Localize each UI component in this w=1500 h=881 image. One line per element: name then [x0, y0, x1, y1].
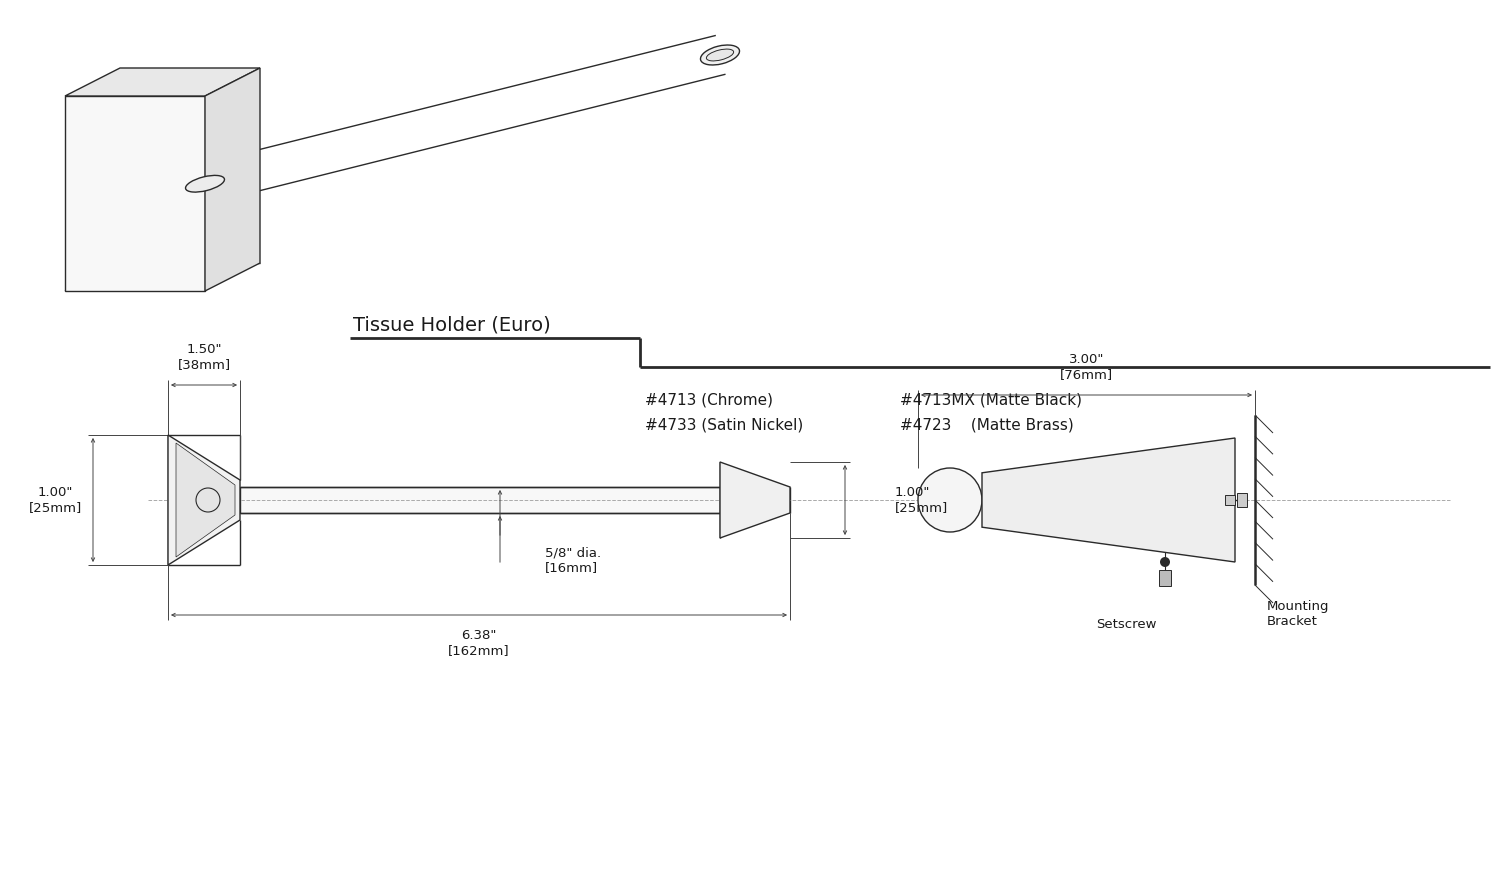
- Text: #4733 (Satin Nickel): #4733 (Satin Nickel): [645, 418, 804, 433]
- Text: #4713 (Chrome): #4713 (Chrome): [645, 393, 772, 408]
- Text: 6.38"
[162mm]: 6.38" [162mm]: [448, 629, 510, 657]
- Polygon shape: [64, 96, 206, 291]
- Ellipse shape: [186, 175, 225, 192]
- Text: Setscrew: Setscrew: [1096, 618, 1156, 631]
- Text: 3.00"
[76mm]: 3.00" [76mm]: [1060, 353, 1113, 381]
- Text: #4713MX (Matte Black): #4713MX (Matte Black): [900, 393, 1082, 408]
- Text: 5/8" dia.
[16mm]: 5/8" dia. [16mm]: [544, 546, 602, 574]
- Polygon shape: [1238, 493, 1246, 507]
- Polygon shape: [1160, 570, 1172, 586]
- Circle shape: [918, 468, 982, 532]
- Polygon shape: [206, 68, 260, 291]
- Polygon shape: [64, 68, 260, 96]
- Polygon shape: [982, 438, 1234, 562]
- Circle shape: [1160, 557, 1170, 567]
- Text: Mounting
Bracket: Mounting Bracket: [1268, 600, 1329, 628]
- Text: 1.00"
[25mm]: 1.00" [25mm]: [28, 486, 81, 514]
- Polygon shape: [168, 435, 240, 565]
- Ellipse shape: [700, 45, 740, 65]
- Text: 1.50"
[38mm]: 1.50" [38mm]: [177, 343, 231, 371]
- Polygon shape: [720, 462, 790, 538]
- Ellipse shape: [706, 49, 734, 61]
- Text: 1.00"
[25mm]: 1.00" [25mm]: [896, 486, 948, 514]
- Text: #4723    (Matte Brass): #4723 (Matte Brass): [900, 418, 1074, 433]
- Polygon shape: [240, 487, 720, 513]
- Text: Tissue Holder (Euro): Tissue Holder (Euro): [352, 315, 550, 335]
- Polygon shape: [176, 443, 236, 557]
- Polygon shape: [1226, 495, 1234, 505]
